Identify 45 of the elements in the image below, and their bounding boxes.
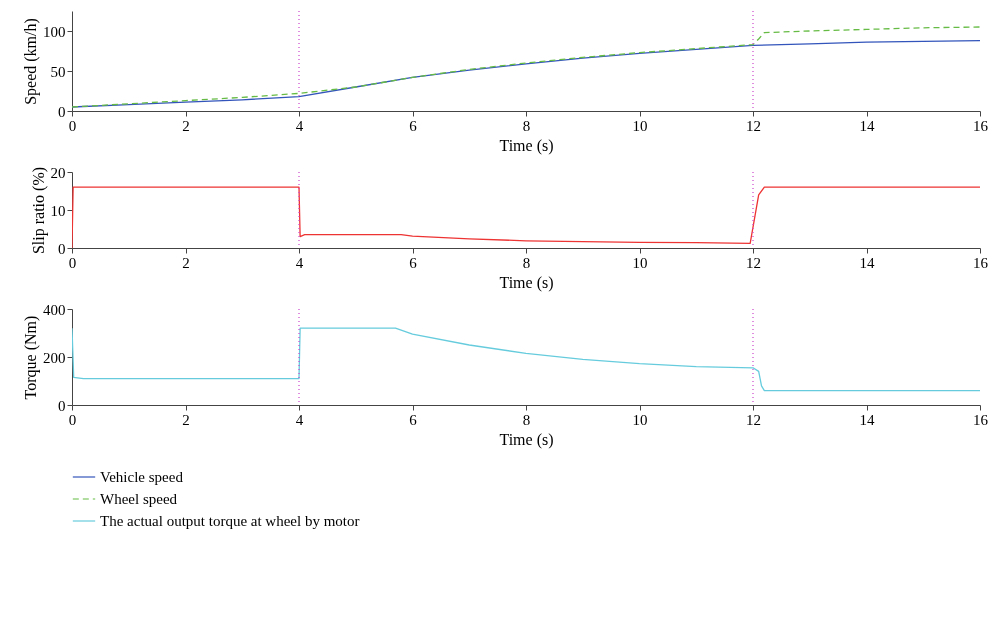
x-tick-label: 4: [295, 411, 304, 428]
x-tick-label: 4: [295, 254, 304, 271]
y-tick-label: 0: [58, 397, 66, 414]
x-tick-label: 6: [409, 254, 418, 271]
y-tick-label: 200: [43, 349, 66, 366]
x-tick-label: 10: [632, 411, 648, 428]
y-axis-title: Speed (km/h): [22, 18, 40, 105]
x-tick-label: 8: [522, 411, 531, 428]
x-tick-label: 6: [409, 117, 418, 134]
x-axis-title: Time (s): [499, 430, 554, 449]
x-tick-label: 4: [295, 117, 304, 134]
y-axis-title: Slip ratio (%): [29, 166, 48, 255]
x-tick-label: 12: [746, 411, 761, 428]
y-axis-title: Torque (Nm): [22, 315, 40, 400]
x-tick-label: 10: [632, 117, 648, 134]
x-axis-title: Time (s): [499, 273, 554, 292]
legend-label: Wheel speed: [100, 491, 178, 507]
x-tick-label: 2: [182, 254, 190, 271]
x-tick-label: 16: [973, 411, 989, 428]
x-tick-label: 2: [182, 117, 190, 134]
y-tick-label: 100: [43, 23, 66, 40]
x-axis-title: Time (s): [499, 136, 554, 155]
legend-label: Vehicle speed: [100, 469, 184, 485]
x-tick-label: 12: [746, 254, 761, 271]
y-tick-label: 50: [50, 63, 66, 80]
line-series: [72, 26, 980, 108]
x-tick-label: 2: [182, 411, 190, 428]
y-tick-label: 400: [43, 301, 66, 318]
y-tick-label: 10: [50, 202, 66, 219]
y-tick-label: 0: [58, 240, 66, 257]
line-series: [72, 327, 980, 392]
x-tick-label: 10: [632, 254, 648, 271]
x-tick-label: 16: [973, 254, 989, 271]
x-tick-label: 14: [859, 411, 875, 428]
x-tick-label: 6: [409, 411, 418, 428]
line-series: [72, 39, 980, 108]
x-tick-label: 14: [859, 117, 875, 134]
y-tick-label: 20: [50, 164, 66, 181]
legend-label: The actual output torque at wheel by motor: [100, 513, 360, 529]
y-tick-label: 0: [58, 103, 66, 120]
x-tick-label: 14: [859, 254, 875, 271]
x-tick-label: 16: [973, 117, 989, 134]
x-tick-label: 12: [746, 117, 761, 134]
x-tick-label: 8: [522, 254, 531, 271]
x-tick-label: 8: [522, 117, 531, 134]
